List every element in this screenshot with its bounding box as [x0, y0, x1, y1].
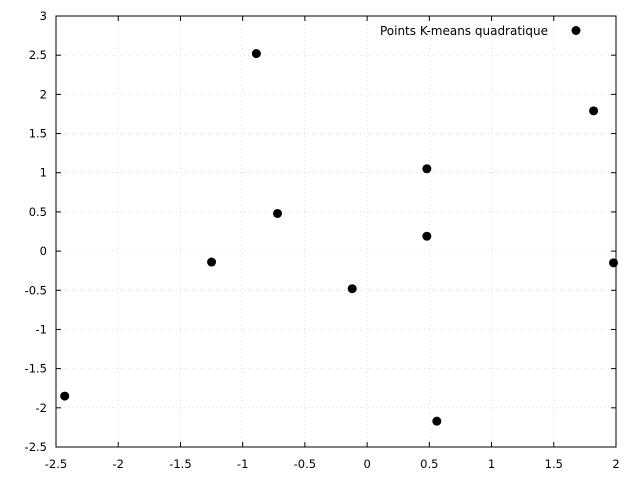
y-tick-label: -0.5 [25, 283, 47, 297]
data-point [422, 164, 432, 174]
x-tick-label: -2 [112, 457, 123, 471]
grid [56, 16, 616, 447]
data-point [422, 231, 432, 241]
y-tick-label: 0 [40, 244, 47, 258]
x-tick-label: -1 [237, 457, 248, 471]
legend-marker [571, 26, 581, 35]
y-tick-label: 2.5 [29, 48, 47, 62]
y-tick-label: 3 [40, 9, 47, 23]
y-tick-label: 0.5 [29, 205, 47, 219]
legend-label: Points K-means quadratique [380, 24, 548, 38]
x-tick-label: 0 [363, 457, 370, 471]
data-point [609, 258, 619, 268]
data-points [60, 49, 619, 426]
y-tick-label: 2 [40, 87, 47, 101]
x-tick-label: 0.5 [420, 457, 438, 471]
y-tick-label: 1.5 [29, 127, 47, 141]
y-tick-label: 1 [40, 166, 47, 180]
y-tick-label: -2 [36, 401, 47, 415]
x-tick-label: -2.5 [45, 457, 67, 471]
data-point [432, 416, 442, 426]
x-tick-label: 1 [488, 457, 495, 471]
data-point [273, 208, 283, 218]
data-point [589, 106, 599, 116]
y-tick-label: -1 [36, 322, 47, 336]
plot-frame [55, 15, 617, 448]
x-tick-label: -0.5 [294, 457, 316, 471]
x-tick-label: 2 [612, 457, 619, 471]
y-tick-label: -1.5 [25, 362, 47, 376]
data-point [60, 391, 70, 401]
data-point [207, 257, 217, 267]
data-point [347, 284, 357, 294]
data-point [251, 49, 261, 59]
y-tick-label: -2.5 [25, 440, 47, 454]
x-tick-label: -1.5 [169, 457, 191, 471]
axis-ticks: -2.5 -2 -1.5 -1 -0.5 0 0.5 1 1.5 2 3 2.5 2 1.5 1 0.5 0 -0… [25, 9, 620, 471]
legend: Points K-means quadratique [380, 24, 581, 38]
x-tick-label: 1.5 [545, 457, 563, 471]
